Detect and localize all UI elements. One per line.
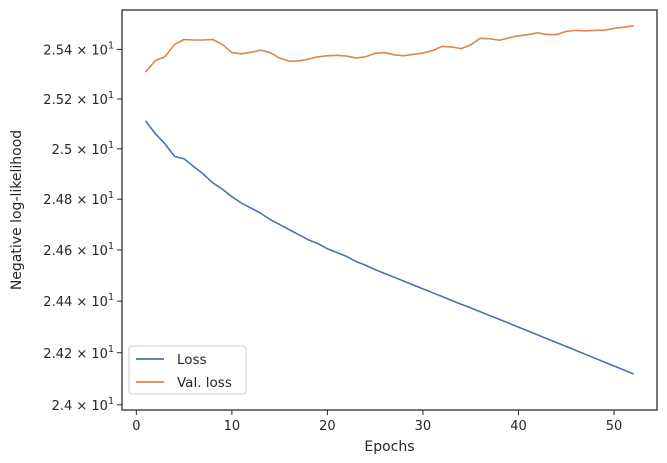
x-axis: 0 10 20 30 40 50 <box>132 410 622 434</box>
y-tick-label: 2.54 × 101 <box>43 40 114 58</box>
legend-label: Loss <box>177 352 207 368</box>
x-axis-label: Epochs <box>364 439 414 455</box>
plot-frame <box>121 9 658 411</box>
y-tick-label: 2.42 × 101 <box>43 344 114 362</box>
y-tick-label: 2.5 × 101 <box>52 140 114 158</box>
legend-label: Val. loss <box>177 375 232 391</box>
y-axis-label: Negative log-likelihood <box>9 130 25 290</box>
x-tick-label: 30 <box>415 419 432 434</box>
y-tick-label: 2.52 × 101 <box>43 90 114 108</box>
y-axis: 2.4 × 101 2.42 × 101 2.44 × 101 2.46 × 101 2… <box>43 40 122 414</box>
series-line-val-loss <box>145 25 634 73</box>
y-tick-label: 2.46 × 101 <box>43 241 114 259</box>
y-tick-label: 2.44 × 101 <box>43 292 114 310</box>
x-tick-label: 50 <box>606 419 623 434</box>
x-tick-label: 40 <box>510 419 527 434</box>
x-tick-label: 20 <box>319 419 336 434</box>
y-tick-label: 2.4 × 101 <box>52 396 114 414</box>
plot-area <box>121 9 658 411</box>
legend: Loss Val. loss <box>128 345 247 395</box>
series-line-loss <box>145 120 634 375</box>
series-layer <box>145 25 634 375</box>
x-tick-label: 0 <box>132 419 140 434</box>
x-tick-label: 10 <box>224 419 241 434</box>
y-tick-label: 2.48 × 101 <box>43 190 114 208</box>
